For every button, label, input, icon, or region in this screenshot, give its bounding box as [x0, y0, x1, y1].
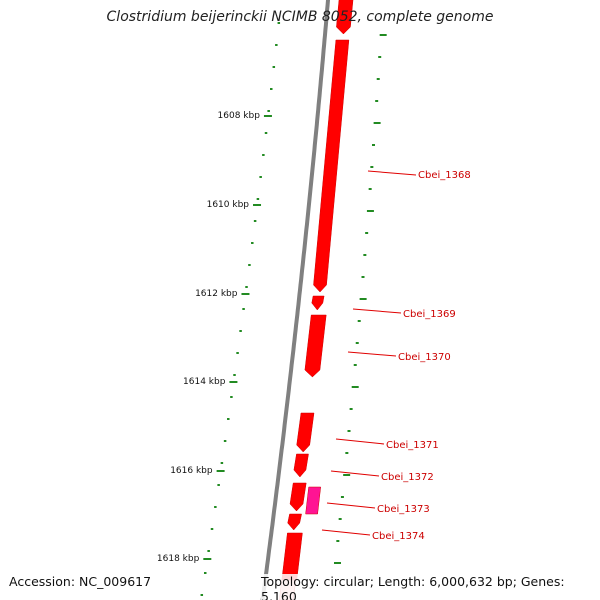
- inner-tick-mark: [230, 396, 233, 398]
- inner-tick-mark: [272, 66, 276, 68]
- gene-feature-arrow: [305, 486, 321, 515]
- outer-tick-mark: [375, 100, 379, 102]
- inner-tick-mark: [256, 198, 260, 200]
- inner-tick-mark: [200, 594, 204, 596]
- gene-leader-line: [367, 170, 417, 176]
- gene-feature-arrow: [293, 453, 309, 478]
- inner-tick-mark: [207, 550, 210, 552]
- inner-tick-mark: [227, 418, 230, 420]
- genome-summary-text: Topology: circular; Length: 6,000,632 bp…: [261, 574, 600, 600]
- scale-labels: 1608 kbp 1610 kbp 1612 kbp 1614 kbp 1616 kbp…: [157, 111, 272, 564]
- inner-tick-mark: [275, 44, 278, 46]
- inner-tick-mark: [223, 440, 227, 442]
- outer-tick-mark: [336, 540, 340, 542]
- outer-tick-mark: [345, 452, 349, 454]
- gene-label: Cbei_1373: [377, 504, 430, 515]
- accession-text: Accession: NC_009617: [9, 574, 152, 589]
- outer-tick-mark: [359, 298, 367, 300]
- gene-feature-arrow: [287, 513, 302, 531]
- gene-leader-line: [335, 438, 385, 445]
- inner-tick-mark: [242, 308, 245, 310]
- scale-tick-label: 1616 kbp: [170, 466, 213, 476]
- gene-feature-arrow: [289, 482, 307, 512]
- outer-tick-mark: [349, 408, 353, 410]
- gene-leader-line: [330, 470, 380, 477]
- outer-tick-mark: [355, 342, 359, 344]
- inner-tick-mark: [214, 506, 217, 508]
- inner-tick-mark: [236, 352, 239, 354]
- label-leader-lines: [321, 170, 417, 536]
- gene-label: Cbei_1369: [403, 309, 456, 320]
- scale-tick-label: 1614 kbp: [183, 377, 226, 387]
- gene-feature-arrow: [336, 0, 354, 35]
- gene-label: Cbei_1370: [398, 352, 451, 363]
- inner-tick-mark: [267, 110, 270, 112]
- gene-label: Cbei_1372: [381, 472, 434, 483]
- scale-tick-label: 1610 kbp: [207, 200, 250, 210]
- scale-tick-label: 1618 kbp: [157, 554, 200, 564]
- outer-tick-mark: [351, 386, 359, 388]
- gene-feature-arrow: [311, 295, 325, 311]
- outer-tick-mark: [340, 496, 344, 498]
- scale-tick-label: 1612 kbp: [195, 289, 238, 299]
- outer-tick-mark: [379, 34, 387, 36]
- gene-features: [279, 0, 354, 600]
- gene-leader-line: [321, 529, 371, 536]
- gene-labels: Cbei_1368 Cbei_1369 Cbei_1370 Cbei_1371 Cbei…: [372, 170, 471, 542]
- inner-tick-mark: [277, 22, 281, 24]
- major-tick-mark: [263, 115, 272, 117]
- gene-feature-arrow: [304, 314, 327, 378]
- gene-leader-line: [347, 351, 397, 357]
- major-tick-mark: [253, 204, 262, 206]
- gene-label: Cbei_1374: [372, 531, 425, 542]
- outer-tick-mark: [376, 78, 380, 80]
- gene-label: Cbei_1371: [386, 440, 439, 451]
- inner-tick-mark: [239, 330, 242, 332]
- gene-leader-line: [326, 502, 376, 509]
- outer-tick-mark: [361, 276, 365, 278]
- inner-tick-mark: [210, 528, 214, 530]
- outer-tick-mark: [363, 254, 367, 256]
- gene-label: Cbei_1368: [418, 170, 471, 181]
- inner-tick-mark: [270, 88, 273, 90]
- inner-tick-mark: [251, 242, 254, 244]
- outer-tick-mark: [357, 320, 361, 322]
- outer-tick-mark: [373, 122, 381, 124]
- inner-tick-mark: [233, 374, 236, 376]
- outer-tick-mark: [366, 210, 374, 212]
- scale-tick-label: 1608 kbp: [218, 111, 261, 121]
- outer-tick-mark: [365, 232, 369, 234]
- outer-tick-mark: [353, 364, 357, 366]
- gene-feature-arrow: [313, 39, 350, 293]
- gene-leader-line: [352, 308, 402, 314]
- outer-tick-mark: [333, 562, 341, 564]
- inner-tick-mark: [259, 176, 262, 178]
- outer-tick-mark: [347, 430, 351, 432]
- inner-tick-mark: [253, 220, 257, 222]
- outer-tick-mark: [378, 56, 382, 58]
- outer-tick-mark: [338, 518, 342, 520]
- outer-tick-mark: [343, 474, 351, 476]
- inner-tick-mark: [203, 572, 207, 574]
- major-tick-mark: [203, 558, 212, 560]
- outer-tick-mark: [370, 166, 374, 168]
- major-tick-mark: [229, 381, 238, 383]
- outer-tick-mark: [368, 188, 372, 190]
- inner-tick-mark: [248, 264, 251, 266]
- inner-tick-mark: [262, 154, 265, 156]
- inner-tick-mark: [217, 484, 220, 486]
- outer-tick-mark: [371, 144, 375, 146]
- inner-tick-mark: [220, 462, 224, 464]
- minor-ticks: [200, 22, 387, 596]
- major-tick-mark: [216, 470, 225, 472]
- genome-backbone-arc: [260, 0, 331, 600]
- map-title: Clostridium beijerinckii NCIMB 8052, com…: [106, 9, 494, 25]
- major-tick-mark: [241, 293, 250, 295]
- gene-feature-arrow: [296, 412, 315, 453]
- gene-feature-arrow: [281, 532, 303, 581]
- inner-tick-mark: [264, 132, 268, 134]
- inner-tick-mark: [245, 286, 248, 288]
